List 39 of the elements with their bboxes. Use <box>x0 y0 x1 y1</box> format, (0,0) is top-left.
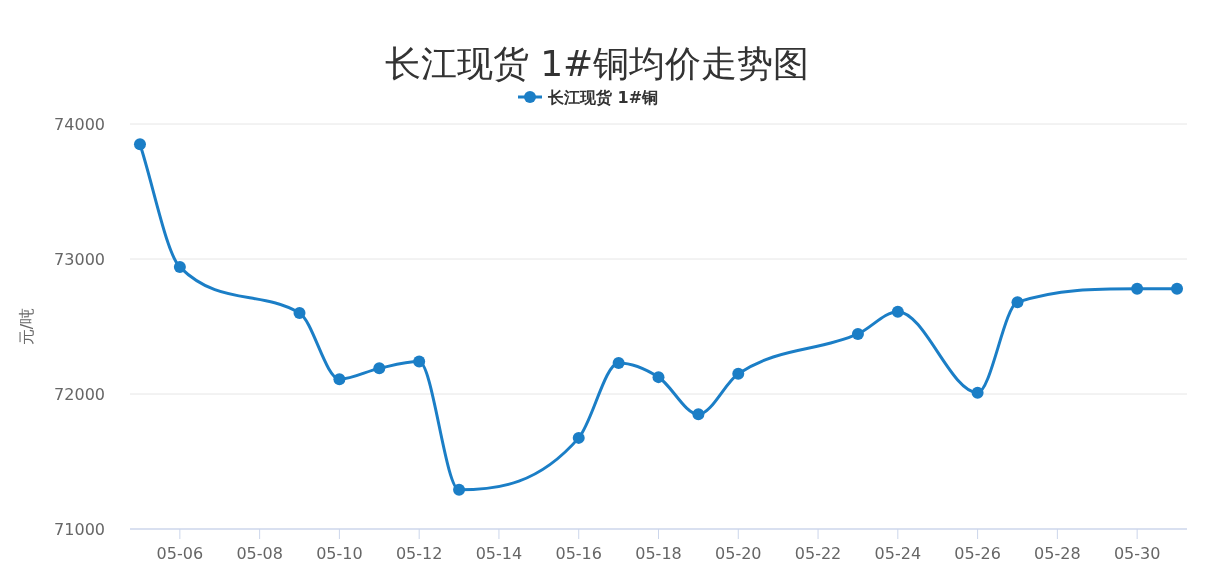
x-tick-label: 05-22 <box>794 544 842 563</box>
x-tick-label: 05-28 <box>1034 544 1081 563</box>
chart-title: 长江现货 1#铜均价走势图 <box>384 43 810 84</box>
point <box>612 356 625 369</box>
point <box>1171 282 1184 295</box>
x-tick-label: 05-26 <box>954 544 1001 563</box>
x-tick-label: 05-20 <box>715 544 762 563</box>
point <box>572 431 585 444</box>
y-axis-title: 元/吨 <box>17 307 36 346</box>
x-tick-label: 05-30 <box>1113 544 1161 563</box>
point <box>891 305 904 318</box>
legend-label: 长江现货 1#铜 <box>547 88 659 107</box>
point <box>413 355 426 368</box>
point <box>293 307 306 319</box>
x-tick-label: 05-06 <box>156 544 204 563</box>
legend: 长江现货 1#铜 <box>518 88 659 107</box>
point <box>851 327 864 340</box>
point <box>373 362 386 375</box>
y-tick-label: 72000 <box>54 385 105 404</box>
point <box>1131 282 1144 295</box>
point <box>453 483 466 496</box>
x-tick-label: 05-10 <box>316 544 363 563</box>
point <box>732 367 745 380</box>
x-tick-label: 05-18 <box>635 544 682 563</box>
point <box>652 371 665 384</box>
point <box>1011 296 1024 309</box>
x-tick-label: 05-24 <box>874 544 922 563</box>
point <box>692 408 705 421</box>
x-tick-label: 05-08 <box>236 544 283 563</box>
point <box>971 386 984 399</box>
y-tick-label: 73000 <box>54 250 105 269</box>
x-tick-label: 05-12 <box>395 544 443 563</box>
point <box>173 261 186 274</box>
point <box>333 373 346 386</box>
y-tick-label: 71000 <box>54 520 105 539</box>
y-tick-label: 74000 <box>54 115 105 134</box>
x-tick-label: 05-16 <box>555 544 602 563</box>
x-tick-label: 05-14 <box>475 544 523 563</box>
point <box>133 138 146 151</box>
